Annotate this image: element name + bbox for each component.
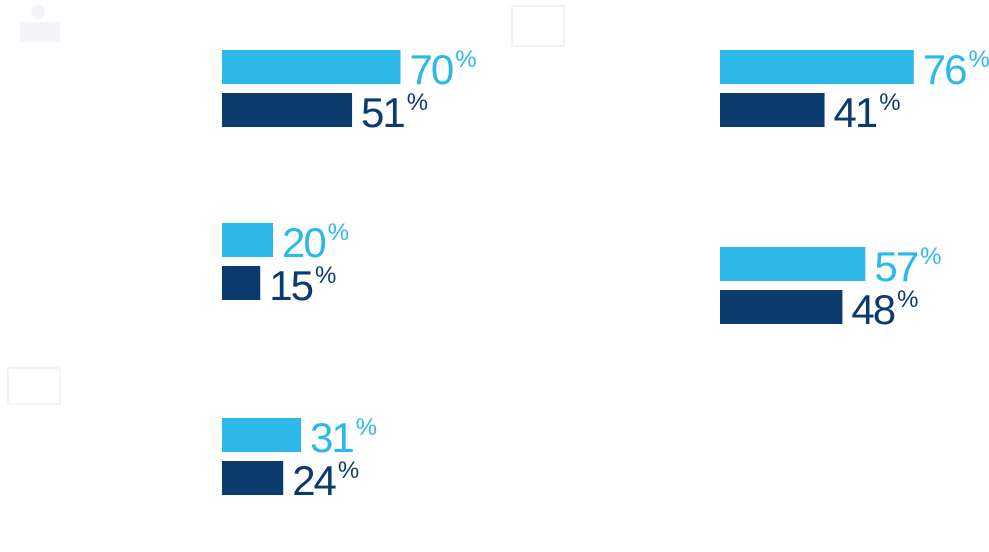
- value-label: 20%: [282, 219, 349, 266]
- bar: [222, 461, 284, 495]
- bar: [720, 247, 866, 281]
- value-label: 70%: [410, 46, 477, 93]
- bar: [222, 50, 401, 84]
- icon: [7, 5, 565, 405]
- bar: [222, 418, 302, 452]
- value-label: 51%: [361, 89, 428, 136]
- bar: [222, 266, 261, 300]
- value-label: 31%: [310, 414, 377, 461]
- value-label: 76%: [923, 46, 989, 93]
- bar: [222, 93, 353, 127]
- bar: [720, 93, 825, 127]
- bar: [222, 223, 273, 257]
- value-label: 41%: [834, 89, 901, 136]
- bar: [720, 290, 843, 324]
- value-label: 24%: [292, 457, 359, 504]
- value-label: 48%: [851, 286, 918, 333]
- value-label: 57%: [874, 243, 941, 290]
- value-label: 15%: [269, 262, 336, 309]
- bar: [720, 50, 914, 84]
